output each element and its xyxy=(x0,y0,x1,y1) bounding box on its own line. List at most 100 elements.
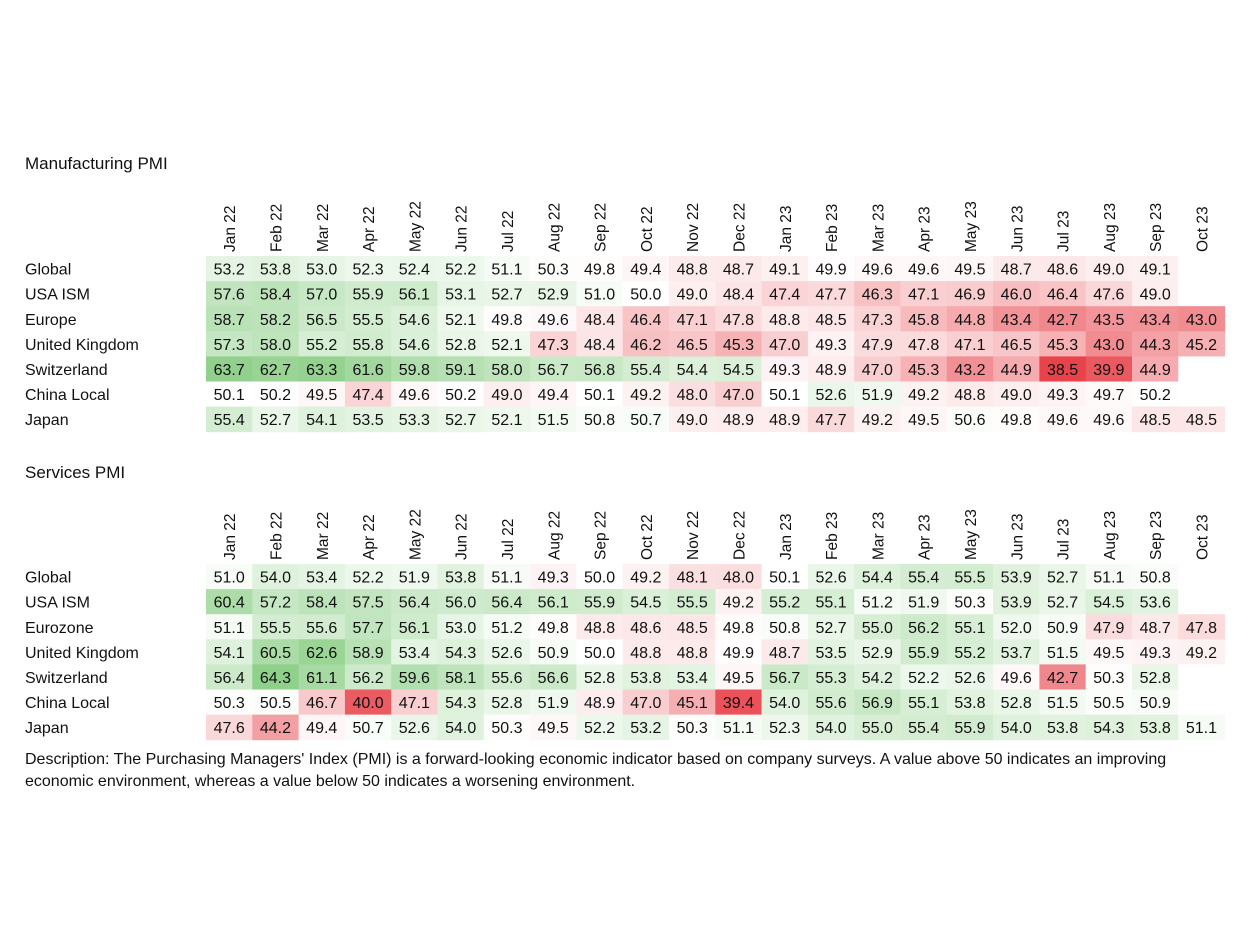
services-cell-value: 50.7 xyxy=(352,720,383,737)
services-cell xyxy=(854,714,901,741)
manufacturing-cell xyxy=(344,306,392,332)
manufacturing-cell xyxy=(946,256,994,282)
services-cell-value: 55.6 xyxy=(491,670,522,687)
manufacturing-cell xyxy=(1085,381,1133,408)
manufacturing-cell xyxy=(252,356,300,382)
manufacturing-cell-value: 56.7 xyxy=(538,362,569,379)
services-cell xyxy=(1178,664,1226,690)
manufacturing-cell-value: 49.6 xyxy=(908,262,939,279)
services-cell xyxy=(622,639,670,665)
manufacturing-cell xyxy=(669,306,716,332)
services-cell xyxy=(1132,689,1179,716)
manufacturing-column-label: Aug 23 xyxy=(1102,203,1119,252)
manufacturing-cell-value: 49.6 xyxy=(538,312,569,329)
manufacturing-cell xyxy=(437,256,485,282)
services-cell xyxy=(993,589,1040,615)
services-cell xyxy=(622,714,670,741)
manufacturing-cell xyxy=(900,256,948,282)
services-cell xyxy=(437,689,485,716)
services-cell xyxy=(900,714,948,741)
manufacturing-cell-value: 57.3 xyxy=(214,337,245,354)
manufacturing-cell xyxy=(483,406,531,433)
manufacturing-cell-value: 49.5 xyxy=(306,387,337,404)
services-column-label: Aug 23 xyxy=(1102,511,1119,560)
services-cell xyxy=(669,589,716,615)
services-column-label: Dec 22 xyxy=(731,511,748,560)
services-cell xyxy=(900,589,948,615)
manufacturing-cell xyxy=(854,281,901,307)
manufacturing-cell-value: 61.6 xyxy=(352,362,383,379)
manufacturing-cell xyxy=(715,256,763,282)
manufacturing-cell-value: 52.6 xyxy=(815,387,846,404)
manufacturing-cell xyxy=(669,381,716,408)
services-cell xyxy=(622,664,670,690)
manufacturing-cell xyxy=(344,331,392,357)
services-cell xyxy=(344,639,392,665)
services-cell xyxy=(530,589,577,615)
services-cell xyxy=(1178,564,1226,590)
manufacturing-cell-value: 47.8 xyxy=(723,312,754,329)
services-cell xyxy=(1085,714,1133,741)
services-cell-value: 60.5 xyxy=(260,645,291,662)
manufacturing-cell xyxy=(1132,381,1179,408)
services-cell-value: 46.7 xyxy=(306,695,337,712)
services-cell-value: 49.8 xyxy=(538,620,569,637)
manufacturing-cell-value: 49.0 xyxy=(1140,287,1171,304)
services-cell-value: 47.0 xyxy=(630,695,661,712)
services-column-label: May 22 xyxy=(407,509,424,560)
services-cell-value: 54.5 xyxy=(1093,595,1124,612)
services-row-label: Switzerland xyxy=(25,670,108,687)
services-cell xyxy=(483,664,531,690)
services-cell xyxy=(298,589,346,615)
services-cell xyxy=(900,664,948,690)
services-cell xyxy=(298,714,346,741)
services-cell xyxy=(1178,589,1226,615)
manufacturing-cell-value: 44.9 xyxy=(1140,362,1171,379)
manufacturing-cell-value: 49.0 xyxy=(677,412,708,429)
services-cell xyxy=(761,639,809,665)
services-cell-value: 49.3 xyxy=(538,570,569,587)
manufacturing-cell xyxy=(576,406,624,433)
services-cell-value: 45.1 xyxy=(677,695,708,712)
services-cell xyxy=(993,689,1040,716)
manufacturing-cell-value: 52.4 xyxy=(399,262,430,279)
services-cell xyxy=(807,689,855,716)
manufacturing-cell-value: 49.0 xyxy=(1001,387,1032,404)
manufacturing-cell-value: 63.3 xyxy=(306,362,337,379)
services-cell-value: 55.9 xyxy=(954,720,985,737)
manufacturing-cell-value: 58.0 xyxy=(491,362,522,379)
services-cell xyxy=(715,564,763,590)
manufacturing-cell-value: 49.1 xyxy=(1140,262,1171,279)
manufacturing-cell-value: 48.8 xyxy=(769,312,800,329)
manufacturing-cell-value: 57.0 xyxy=(306,287,337,304)
services-cell xyxy=(1085,689,1133,716)
services-cell-value: 56.6 xyxy=(538,670,569,687)
manufacturing-cell xyxy=(761,281,809,307)
manufacturing-cell-value: 50.1 xyxy=(214,387,245,404)
services-cell xyxy=(483,614,531,640)
manufacturing-cell xyxy=(252,256,300,282)
manufacturing-cell-value: 48.5 xyxy=(1140,412,1171,429)
manufacturing-cell xyxy=(1178,406,1226,433)
manufacturing-cell-value: 45.2 xyxy=(1186,337,1217,354)
services-cell xyxy=(946,689,994,716)
services-cell xyxy=(252,639,300,665)
manufacturing-cell xyxy=(391,281,438,307)
manufacturing-pmi-title: Manufacturing PMI xyxy=(25,154,168,173)
manufacturing-cell-value: 39.9 xyxy=(1093,362,1124,379)
manufacturing-cell xyxy=(576,331,624,357)
services-cell xyxy=(946,589,994,615)
manufacturing-cell-value: 49.9 xyxy=(815,262,846,279)
services-cell-value: 53.0 xyxy=(445,620,476,637)
services-cell-value: 53.7 xyxy=(1001,645,1032,662)
services-cell xyxy=(669,689,716,716)
services-cell xyxy=(1178,714,1226,741)
manufacturing-cell-value: 63.7 xyxy=(214,362,245,379)
services-cell xyxy=(344,564,392,590)
manufacturing-cell xyxy=(298,406,346,433)
services-cell xyxy=(1039,589,1087,615)
manufacturing-cell-value: 49.6 xyxy=(862,262,893,279)
services-cell xyxy=(576,614,624,640)
services-cell-value: 53.4 xyxy=(677,670,708,687)
services-cell-value: 47.1 xyxy=(399,695,430,712)
